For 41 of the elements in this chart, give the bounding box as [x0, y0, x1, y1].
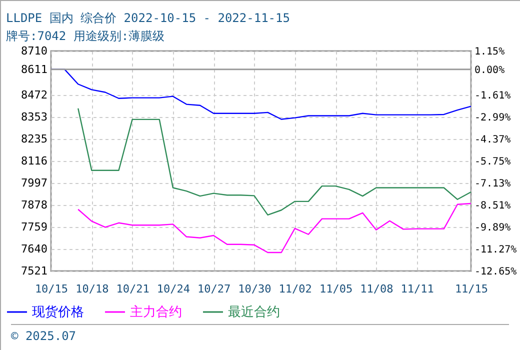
chart-title: LLDPE 国内 综合价 2022-10-15 - 2022-11-15	[6, 11, 290, 25]
x-tick-label: 11/08	[360, 282, 394, 296]
legend-label: 现货价格	[32, 305, 84, 320]
line-series	[77, 202, 472, 254]
y-tick-label: 7759	[21, 220, 48, 234]
x-tick-label: 11/02	[278, 282, 312, 296]
y-tick-label: 7997	[21, 176, 48, 190]
y2-tick-label: -11.27%	[474, 244, 517, 256]
y-tick-label: 8472	[21, 88, 48, 102]
x-tick-label: 10/24	[156, 282, 190, 296]
y-tick-label: 8116	[21, 154, 48, 168]
text: © 2025.07	[11, 329, 76, 343]
y2-tick-label: -5.75%	[474, 156, 511, 168]
x-tick-label: 10/15	[34, 282, 68, 296]
y2-tick-label: -8.51%	[474, 200, 511, 212]
y-tick-label: 8235	[21, 132, 48, 146]
x-tick-label: 10/21	[116, 282, 150, 296]
x-tick-label: 10/27	[198, 282, 231, 296]
y-tick-label: 7878	[21, 198, 48, 212]
y2-tick-label: -7.13%	[474, 178, 511, 190]
y-tick-label: 8353	[21, 110, 48, 124]
legend-label: 主力合约	[130, 304, 182, 320]
y2-tick-label: -9.89%	[474, 222, 511, 234]
y2-tick-label: 1.15%	[474, 46, 505, 58]
y2-tick-label: -2.99%	[474, 112, 511, 124]
legend-label: 最近合约	[228, 305, 280, 320]
x-tick-label: 11/11	[400, 282, 434, 296]
y-tick-label: 8710	[21, 44, 48, 58]
y-tick-label: 8611	[21, 62, 48, 76]
line-series	[77, 108, 472, 216]
x-tick-label: 11/15	[454, 282, 488, 296]
y2-tick-label: -1.61%	[474, 90, 511, 102]
y2-tick-label: -4.37%	[474, 134, 511, 146]
y2-tick-label: 0.00%	[474, 64, 505, 76]
x-tick-label: 11/05	[319, 282, 353, 296]
chart-subtitle: 牌号:7042 用途级别:薄膜级	[6, 29, 165, 43]
y2-tick-label: -12.65%	[474, 266, 517, 278]
y-tick-label: 7640	[21, 242, 48, 256]
x-tick-label: 10/18	[76, 282, 109, 296]
y-tick-label: 7521	[21, 264, 48, 278]
x-tick-label: 10/30	[238, 282, 272, 296]
